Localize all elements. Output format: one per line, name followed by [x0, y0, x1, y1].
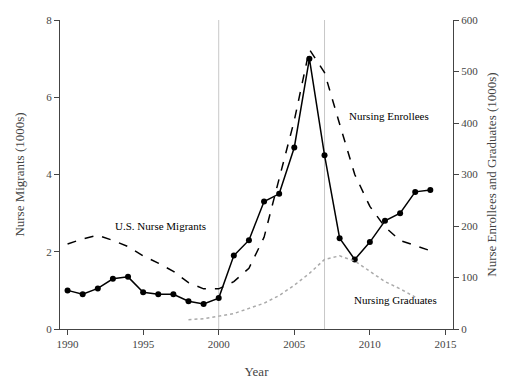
svg-text:Year: Year	[245, 364, 270, 379]
svg-text:100: 100	[461, 271, 478, 283]
svg-text:Nursing Enrollees: Nursing Enrollees	[349, 110, 429, 122]
svg-text:Nursing Graduates: Nursing Graduates	[354, 294, 437, 306]
svg-text:500: 500	[461, 65, 478, 77]
svg-text:2000: 2000	[208, 338, 231, 350]
svg-text:400: 400	[461, 117, 478, 129]
svg-text:200: 200	[461, 220, 478, 232]
svg-text:U.S. Nurse Migrants: U.S. Nurse Migrants	[115, 220, 206, 232]
svg-text:1995: 1995	[132, 338, 155, 350]
svg-text:8: 8	[46, 14, 52, 26]
svg-text:2: 2	[46, 246, 52, 258]
svg-text:2015: 2015	[434, 338, 457, 350]
svg-text:2010: 2010	[359, 338, 382, 350]
svg-text:0: 0	[46, 323, 52, 335]
svg-text:600: 600	[461, 14, 478, 26]
svg-text:2005: 2005	[283, 338, 306, 350]
svg-text:0: 0	[461, 323, 467, 335]
svg-text:6: 6	[46, 91, 52, 103]
svg-text:1990: 1990	[57, 338, 80, 350]
svg-text:Nurse Migrants (1000s): Nurse Migrants (1000s)	[12, 112, 27, 236]
svg-text:Nurse Enrollees and Graduates: Nurse Enrollees and Graduates (1000s)	[484, 72, 499, 276]
svg-text:4: 4	[46, 168, 52, 180]
svg-text:300: 300	[461, 168, 478, 180]
